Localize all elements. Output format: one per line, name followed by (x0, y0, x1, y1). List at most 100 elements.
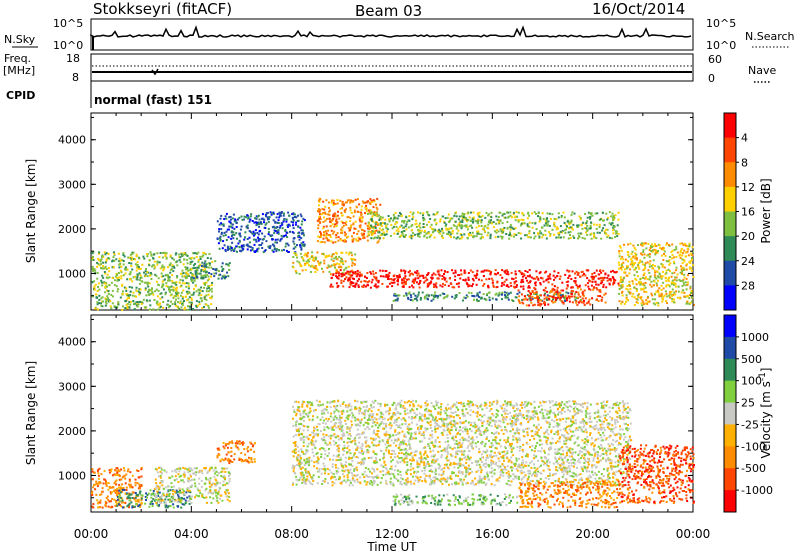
power-region-6 (366, 211, 620, 240)
velocity-colorbar-swatch-2 (724, 358, 736, 382)
power-colorbar-swatch-2 (724, 162, 736, 188)
noise-sky-trace (90, 25, 692, 38)
velocity-region-6 (518, 480, 620, 509)
velocity-colorbar-tick-5: -100 (741, 440, 766, 453)
xtick-label-0: 00:00 (74, 527, 109, 541)
freq-left-label-2: [MHz] (3, 64, 35, 77)
power-ytick-label-1: 2000 (58, 223, 86, 236)
velocity-region-0 (91, 466, 143, 509)
xtick-label-5: 20:00 (575, 527, 610, 541)
power-ylabel: Slant Range [km] (24, 159, 38, 263)
freq-right-tick-bottom: 0 (708, 72, 715, 85)
velocity-y-ticks: 1000 2000 3000 4000 (58, 318, 693, 499)
freq-left-label-1: Freq. (4, 52, 31, 65)
date-label: 16/Oct/2014 (592, 0, 685, 18)
velocity-ytick-label-0: 1000 (58, 469, 86, 482)
power-colorbar-swatch-1 (724, 137, 736, 163)
power-colorbar-tick-2: 12 (741, 181, 755, 194)
cpid-label: CPID (6, 89, 35, 102)
velocity-region-5 (392, 493, 519, 507)
velocity-colorbar-swatch-0 (724, 315, 736, 338)
velocity-region-4 (291, 399, 633, 487)
noise-right-label: N.Search (745, 30, 795, 43)
x-axis-label: Time UT (366, 540, 417, 554)
station-title: Stokkseyri (fitACF) (93, 0, 232, 18)
mode-text: normal (fast) 151 (94, 93, 212, 107)
power-colorbar-swatch-6 (724, 260, 736, 286)
velocity-region-3 (216, 440, 256, 465)
freq-right-tick-top: 60 (708, 53, 722, 66)
power-colorbar-tick-1: 8 (741, 156, 748, 169)
power-colorbar-tick-3: 16 (741, 206, 755, 219)
power-data-regions (91, 197, 695, 311)
xtick-label-4: 16:00 (475, 527, 510, 541)
velocity-x-ticks (90, 315, 694, 512)
velocity-panel: 1000 2000 3000 4000 Slant Range [km] 1000 50… (24, 314, 773, 513)
power-ytick-label-2: 3000 (58, 178, 86, 191)
velocity-colorbar-tick-0: 1000 (741, 331, 769, 344)
velocity-colorbar-tick-6: -500 (741, 462, 766, 475)
velocity-ytick-label-1: 2000 (58, 425, 86, 438)
power-colorbar-tick-0: 4 (741, 132, 748, 145)
power-colorbar-swatch-5 (724, 236, 736, 262)
velocity-colorbar-label: Velocity [m s-1] (758, 368, 773, 459)
power-ytick-label-0: 1000 (58, 267, 86, 280)
power-region-9 (617, 242, 695, 307)
power-region-3 (291, 251, 357, 276)
velocity-colorbar-label-text: Velocity [m s (759, 381, 773, 458)
noise-panel: N.Sky 10^5 10^0 10^5 10^0 N.Search (4, 17, 795, 52)
velocity-region-7 (618, 444, 695, 505)
velocity-colorbar-tick-1: 500 (741, 353, 762, 366)
power-y-ticks: 1000 2000 3000 4000 (58, 116, 693, 297)
velocity-colorbar-tick-2: 100 (741, 375, 762, 388)
power-colorbar: 4 8 12 16 20 24 28 (723, 112, 755, 311)
xtick-label-6: 00:00 (676, 527, 711, 541)
velocity-region-1 (116, 488, 193, 509)
velocity-ylabel: Slant Range [km] (24, 361, 38, 465)
xtick-label-2: 08:00 (274, 527, 309, 541)
velocity-colorbar-swatch-4 (724, 402, 736, 425)
noise-left-label: N.Sky (4, 33, 36, 46)
velocity-ytick-label-2: 3000 (58, 380, 86, 393)
power-region-0 (91, 251, 214, 311)
velocity-region-2 (153, 466, 231, 504)
power-region-2 (216, 211, 306, 254)
power-region-1 (191, 260, 231, 280)
freq-left-tick-bottom: 8 (72, 71, 79, 84)
velocity-colorbar-tick-4: -25 (741, 418, 759, 431)
xtick-label-3: 12:00 (375, 527, 410, 541)
velocity-colorbar-swatch-7 (724, 468, 736, 491)
velocity-colorbar-tick-7: -1000 (741, 484, 773, 497)
power-colorbar-tick-4: 20 (741, 230, 755, 243)
power-colorbar-swatch-7 (724, 285, 736, 311)
power-colorbar-tick-5: 24 (741, 255, 755, 268)
power-panel: 1000 2000 3000 4000 Slant Range [km] 4 8 12 16… (24, 112, 773, 311)
velocity-ytick-label-3: 4000 (58, 336, 86, 349)
nave-label: Nave (748, 64, 776, 77)
power-x-ticks (90, 113, 694, 310)
freq-panel: Freq. [MHz] 18 8 60 0 Nave CPID normal (… (3, 52, 776, 108)
velocity-data-regions (91, 399, 695, 509)
velocity-colorbar-swatch-8 (724, 490, 736, 513)
x-tick-labels: 00:00 04:00 08:00 12:00 16:00 20:00 00:00 (74, 527, 711, 541)
power-colorbar-label: Power [dB] (759, 178, 773, 243)
noise-right-tick-top: 10^5 (706, 17, 736, 30)
power-colorbar-swatch-0 (724, 113, 736, 139)
noise-right-tick-bottom: 10^0 (706, 39, 736, 52)
noise-left-tick-bottom: 10^0 (53, 39, 83, 52)
velocity-colorbar-swatch-3 (724, 380, 736, 404)
velocity-colorbar-tick-3: 25 (741, 397, 755, 410)
freq-glitch (151, 68, 159, 76)
xtick-label-1: 04:00 (174, 527, 209, 541)
freq-left-tick-top: 18 (66, 52, 80, 65)
power-region-5 (329, 269, 620, 289)
velocity-colorbar-swatch-1 (724, 336, 736, 360)
power-ytick-label-3: 4000 (58, 134, 86, 147)
beam-label: Beam 03 (355, 2, 422, 20)
power-colorbar-swatch-4 (724, 211, 736, 237)
velocity-colorbar: 1000 500 100 25 -25 -100 -500 -1000 (723, 314, 773, 513)
power-colorbar-tick-6: 28 (741, 279, 755, 292)
power-region-8 (517, 286, 607, 307)
velocity-colorbar-swatch-6 (724, 446, 736, 469)
